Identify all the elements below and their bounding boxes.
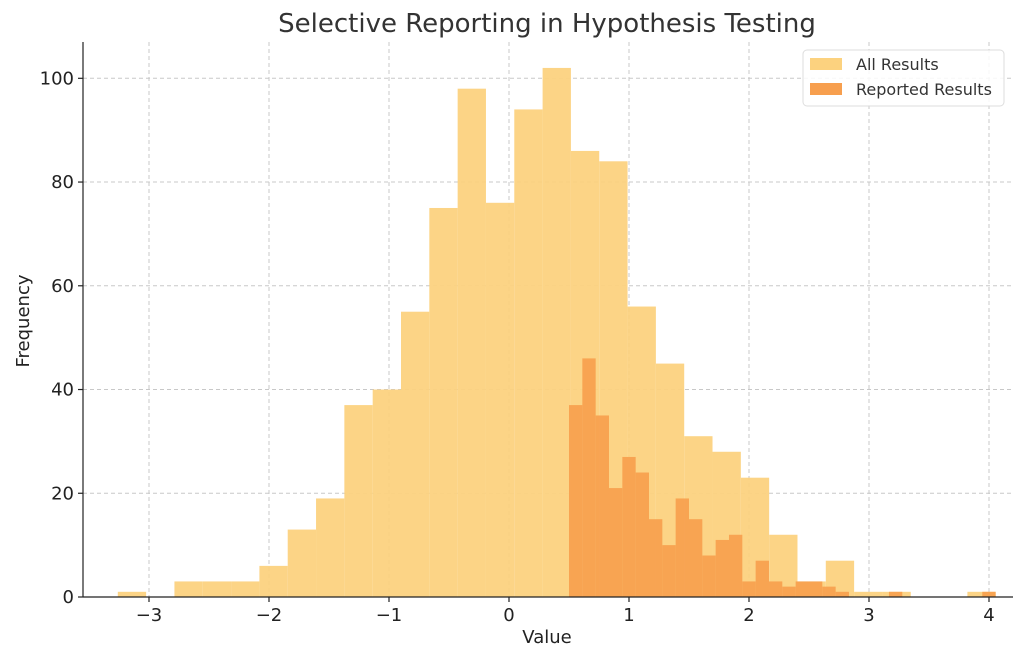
bar [174, 581, 203, 597]
y-tick-label: 100 [40, 68, 74, 89]
bar [854, 591, 883, 597]
x-tick-label: −2 [256, 605, 283, 626]
bar [675, 498, 689, 597]
legend-label: All Results [856, 55, 939, 74]
bar [595, 415, 609, 597]
y-tick-label: 60 [51, 276, 74, 297]
bar [485, 202, 515, 598]
bar [635, 472, 649, 597]
bar [795, 581, 809, 597]
bar [662, 545, 676, 597]
x-tick-label: −1 [376, 605, 403, 626]
axes [82, 42, 1013, 598]
bar [888, 591, 903, 597]
bar [457, 88, 486, 597]
bar [514, 109, 543, 598]
bar [648, 519, 663, 597]
y-tick-label: 80 [51, 172, 74, 193]
y-tick-label: 20 [51, 483, 74, 504]
x-tick-label: 0 [503, 605, 514, 626]
x-tick-label: 3 [863, 605, 874, 626]
bar [202, 581, 232, 597]
legend-label: Reported Results [856, 80, 992, 99]
y-axis-label: Frequency [13, 274, 34, 367]
bar [344, 405, 373, 597]
chart-title: Selective Reporting in Hypothesis Testin… [278, 9, 816, 39]
bar [622, 456, 636, 597]
legend: All Results Reported Results [802, 49, 1005, 107]
x-tick-label: 4 [983, 605, 994, 626]
bar [429, 207, 458, 597]
bar [755, 560, 769, 597]
bar [569, 405, 583, 597]
legend-swatch [810, 83, 842, 95]
bar [287, 529, 317, 597]
bar [768, 581, 783, 597]
bar [688, 519, 703, 597]
x-tick-label: −3 [136, 605, 163, 626]
bar [582, 358, 596, 597]
x-tick-label: 1 [623, 605, 634, 626]
bar [822, 586, 836, 597]
legend-swatch [810, 58, 842, 70]
bar [808, 581, 823, 597]
bar [967, 591, 996, 597]
bar [231, 581, 260, 597]
series-reported-results [569, 358, 996, 597]
y-tick-label: 40 [51, 380, 74, 401]
bar [316, 498, 345, 597]
bar [728, 534, 743, 597]
bar [715, 539, 729, 597]
legend-box [802, 49, 1005, 107]
bar [982, 591, 996, 597]
series-all-results [117, 67, 996, 598]
bar [702, 555, 716, 597]
y-tick-label: 0 [63, 587, 74, 608]
bar [542, 67, 571, 598]
bar [835, 591, 849, 597]
bar [401, 311, 430, 597]
bar [782, 586, 796, 597]
bar [608, 488, 623, 597]
bar [372, 389, 401, 597]
x-tick-label: 2 [743, 605, 754, 626]
bar [259, 565, 288, 597]
bar [742, 581, 756, 597]
x-axis-label: Value [522, 627, 571, 648]
bar [117, 591, 147, 597]
